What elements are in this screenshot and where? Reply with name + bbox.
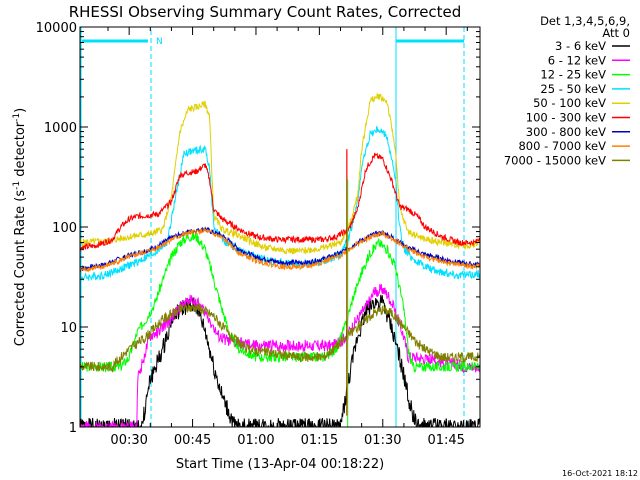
legend-label-3: 12 - 25 keV [540,68,606,82]
legend-label-9: 7000 - 15000 keV [504,153,606,167]
legend-header-1: Att 0 [602,26,630,40]
legend-label-8: 800 - 7000 keV [518,139,606,153]
series-line-9 [80,302,480,373]
legend-label-6: 100 - 300 keV [526,111,606,125]
series-layer [80,92,480,427]
series-line-5 [80,92,480,255]
x-tick-label-0: 00:30 [110,433,147,448]
y-axis-label: Corrected Count Rate (s-1 detector-1) [12,108,28,346]
legend-label-1: 3 - 6 keV [555,39,606,53]
x-tick-label-1: 00:45 [174,433,211,448]
x-tick-label-3: 01:15 [301,433,338,448]
series-line-4 [80,125,480,282]
x-tick-label-5: 01:45 [427,433,464,448]
y-tick-label-0: 1 [69,421,77,436]
x-axis: 00:30 00:45 01:00 01:15 01:30 01:45 [107,27,468,448]
x-axis-label: Start Time (13-Apr-04 00:18:22) [176,457,384,472]
x-tick-label-2: 01:00 [237,433,274,448]
legend-label-7: 300 - 800 keV [526,125,606,139]
legend-label-5: 50 - 100 keV [533,96,606,110]
series-line-6 [80,152,480,251]
night-label: N [156,37,163,47]
y-tick-label-1: 10 [60,321,77,336]
y-axis: 1 10 100 1000 10000 [36,21,480,436]
legend-label-4: 25 - 50 keV [540,82,606,96]
series-line-1 [80,294,480,427]
y-tick-label-2: 100 [52,221,77,236]
legend-label-2: 6 - 12 keV [548,53,606,67]
orbit-markers: N [80,27,465,427]
series-line-8 [80,226,480,273]
series-line-3 [80,232,480,374]
y-tick-label-4: 10000 [36,21,77,36]
y-tick-label-3: 1000 [44,121,77,136]
legend-header-0: Det 1,3,4,5,6,9, [540,14,630,28]
timestamp: 16-Oct-2021 18:12 [562,469,638,478]
chart-title: RHESSI Observing Summary Count Rates, Co… [69,3,462,21]
x-tick-label-4: 01:30 [364,433,401,448]
